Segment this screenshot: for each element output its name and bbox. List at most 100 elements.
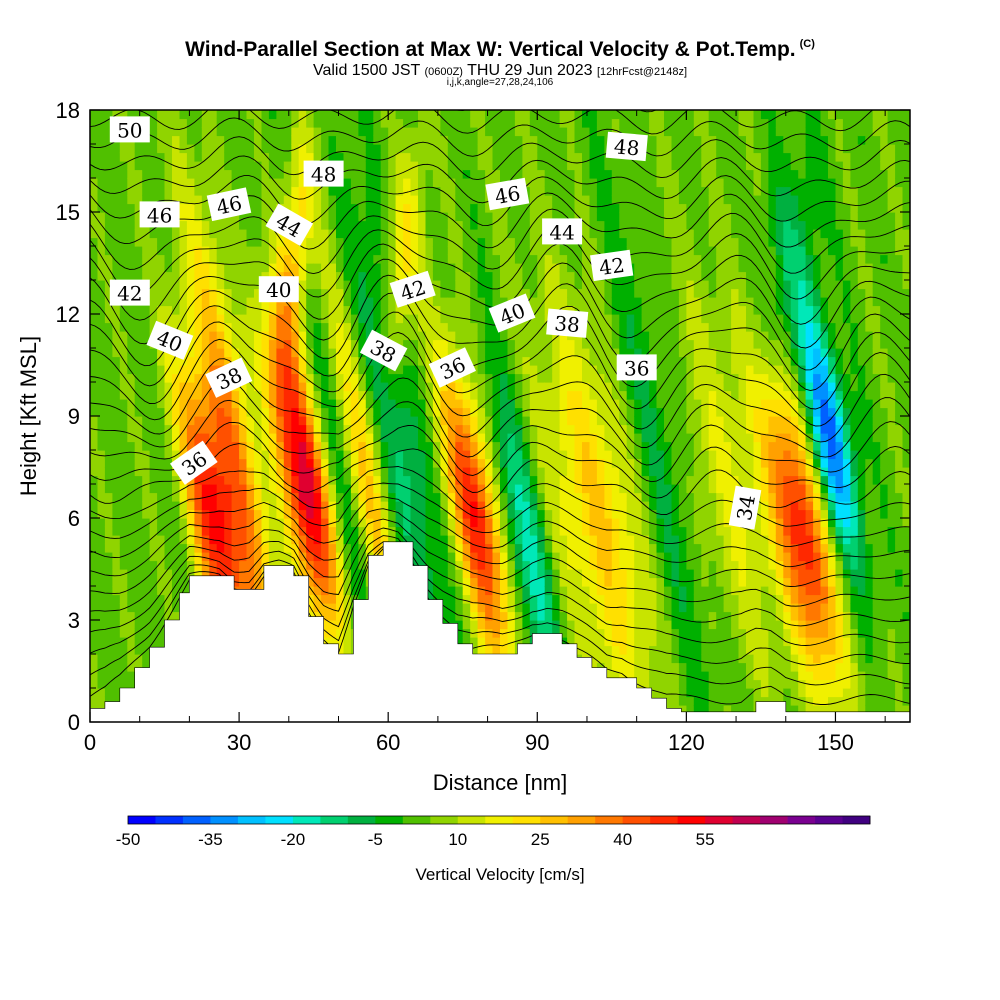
w-cell (179, 373, 188, 383)
w-cell (97, 696, 106, 706)
w-cell (194, 331, 203, 341)
w-cell (500, 526, 509, 536)
w-cell (321, 365, 330, 375)
w-cell (254, 518, 263, 528)
w-cell (336, 416, 345, 426)
w-cell (552, 246, 561, 256)
w-cell (112, 662, 121, 672)
w-cell (596, 594, 605, 604)
w-cell (321, 212, 330, 222)
w-cell (246, 535, 255, 545)
w-cell (336, 620, 345, 630)
w-cell (164, 552, 173, 562)
w-cell (90, 433, 99, 443)
w-cell (462, 594, 471, 604)
w-cell (365, 229, 374, 239)
w-cell (179, 424, 188, 434)
w-cell (231, 543, 240, 553)
w-cell (261, 212, 270, 222)
w-cell (336, 611, 345, 621)
w-cell (328, 280, 337, 290)
w-cell (261, 475, 270, 485)
w-cell (239, 322, 248, 332)
w-cell (552, 577, 561, 587)
w-cell (261, 246, 270, 256)
w-cell (537, 280, 546, 290)
w-cell (365, 186, 374, 196)
w-cell (403, 526, 412, 536)
w-cell (507, 645, 516, 655)
w-cell (328, 628, 337, 638)
w-cell (112, 501, 121, 511)
w-cell (254, 492, 263, 502)
w-cell (306, 467, 315, 477)
w-cell (574, 407, 583, 417)
w-cell (157, 433, 166, 443)
w-cell (589, 127, 598, 137)
w-cell (537, 288, 546, 298)
w-cell (418, 237, 427, 247)
w-cell (321, 399, 330, 409)
w-cell (470, 331, 479, 341)
w-cell (149, 305, 158, 315)
w-cell (567, 424, 576, 434)
w-cell (477, 458, 486, 468)
w-cell (380, 110, 389, 120)
w-cell (149, 135, 158, 145)
w-cell (507, 492, 516, 502)
w-cell (321, 382, 330, 392)
w-cell (544, 594, 553, 604)
w-cell (224, 526, 233, 536)
w-cell (388, 433, 397, 443)
w-cell (440, 467, 449, 477)
w-cell (254, 339, 263, 349)
w-cell (134, 348, 143, 358)
w-cell (127, 679, 136, 689)
w-cell (291, 314, 300, 324)
w-cell (112, 322, 121, 332)
w-cell (567, 263, 576, 273)
w-cell (149, 526, 158, 536)
w-cell (134, 645, 143, 655)
w-cell (328, 441, 337, 451)
w-cell (544, 280, 553, 290)
w-cell (350, 322, 359, 332)
w-cell (350, 271, 359, 281)
w-cell (149, 254, 158, 264)
w-cell (559, 254, 568, 264)
w-cell (343, 305, 352, 315)
w-cell (395, 450, 404, 460)
w-cell (522, 569, 531, 579)
w-cell (559, 246, 568, 256)
w-cell (313, 110, 322, 120)
w-cell (209, 339, 218, 349)
w-cell (596, 110, 605, 120)
w-cell (537, 390, 546, 400)
w-cell (462, 288, 471, 298)
w-cell (358, 424, 367, 434)
w-cell (537, 526, 546, 536)
w-cell (462, 611, 471, 621)
w-cell (432, 195, 441, 205)
w-cell (440, 416, 449, 426)
w-cell (321, 280, 330, 290)
w-cell (343, 373, 352, 383)
w-cell (134, 535, 143, 545)
w-cell (164, 543, 173, 553)
w-cell (134, 441, 143, 451)
w-cell (567, 365, 576, 375)
w-cell (231, 399, 240, 409)
w-cell (268, 322, 277, 332)
w-cell (291, 254, 300, 264)
w-cell (529, 365, 538, 375)
w-cell (403, 195, 412, 205)
w-cell (395, 467, 404, 477)
w-cell (574, 118, 583, 128)
w-cell (507, 509, 516, 519)
w-cell (276, 450, 285, 460)
w-cell (373, 399, 382, 409)
w-cell (194, 144, 203, 154)
w-cell (455, 339, 464, 349)
w-cell (97, 237, 106, 247)
w-cell (596, 169, 605, 179)
